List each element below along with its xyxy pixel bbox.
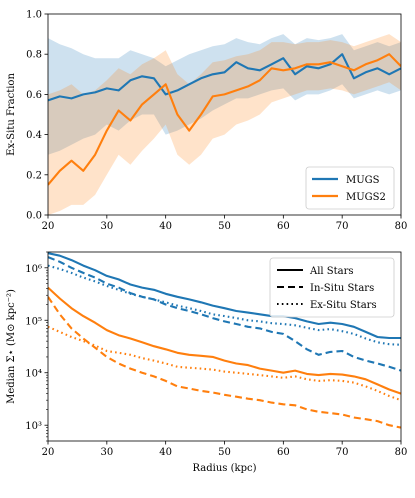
series-line-orange-solid: [48, 286, 401, 395]
y-tick-label: 0.8: [26, 50, 42, 61]
y-tick-label: 10⁶: [25, 264, 42, 275]
y-tick-label: 0.4: [26, 130, 42, 141]
x-tick-label: 70: [336, 447, 349, 458]
y-tick-label: 10⁴: [25, 369, 42, 380]
y-tick-label: 0.2: [26, 170, 42, 181]
legend-label-in-situ-stars: In-Situ Stars: [310, 283, 374, 294]
series-line-orange-dotted: [48, 325, 401, 402]
legend: All Stars In-Situ Stars Ex-Situ Stars: [269, 257, 395, 318]
series-line-orange-dashed: [48, 296, 401, 429]
y-tick-label: 0.0: [26, 211, 42, 222]
legend-label-ex-situ-stars: Ex-Situ Stars: [310, 300, 377, 311]
series-line-blue-dashed: [48, 256, 401, 372]
legend-label-mugs: MUGS: [346, 175, 380, 186]
series-line-mugs2: [48, 53, 401, 186]
x-tick-label: 80: [395, 221, 408, 232]
x-tick-label: 20: [42, 221, 55, 232]
x-tick-label: 60: [277, 221, 290, 232]
top-panel-ex-situ-fraction: 20 30 40 50 60 70 80 0.0 0.2 0.4 0.6 0.8 1.0 Ex-Situ …: [6, 10, 407, 233]
plot-area: [48, 252, 401, 429]
y-tick-label: 1.0: [26, 10, 42, 21]
x-tick-label: 40: [159, 447, 172, 458]
x-tick-label: 40: [159, 221, 172, 232]
x-tick-label: 70: [336, 221, 349, 232]
x-tick-label: 30: [100, 221, 113, 232]
y-tick-label: 10⁵: [25, 316, 42, 327]
y-axis-label: Ex-Situ Fraction: [6, 73, 17, 156]
series-line-mugs: [48, 53, 401, 102]
series-line-blue-dotted: [48, 264, 401, 346]
legend-box: [305, 166, 395, 210]
x-tick-label: 50: [218, 447, 231, 458]
x-tick-label: 20: [42, 447, 55, 458]
legend-label-mugs2: MUGS2: [346, 192, 386, 203]
plot-area: [48, 34, 401, 215]
x-tick-label: 80: [395, 447, 408, 458]
y-axis-label: Median Σ⋆ (M⊙ kpc⁻²): [6, 289, 17, 404]
y-tick-label: 10³: [25, 421, 42, 432]
series-line-blue-solid: [48, 252, 401, 340]
x-tick-label: 30: [100, 447, 113, 458]
legend-box: [269, 257, 395, 318]
x-tick-label: 60: [277, 447, 290, 458]
bottom-panel-median-surface-density: 20 30 40 50 60 70 80 10³ 10⁴ 10⁵ 10⁶ Median Σ⋆ (M⊙ …: [6, 251, 408, 474]
x-tick-label: 50: [218, 221, 231, 232]
legend-label-all-stars: All Stars: [309, 266, 354, 277]
legend: MUGS MUGS2: [305, 166, 395, 210]
x-axis-label: Radius (kpc): [193, 463, 257, 474]
y-tick-label: 0.6: [26, 90, 42, 101]
